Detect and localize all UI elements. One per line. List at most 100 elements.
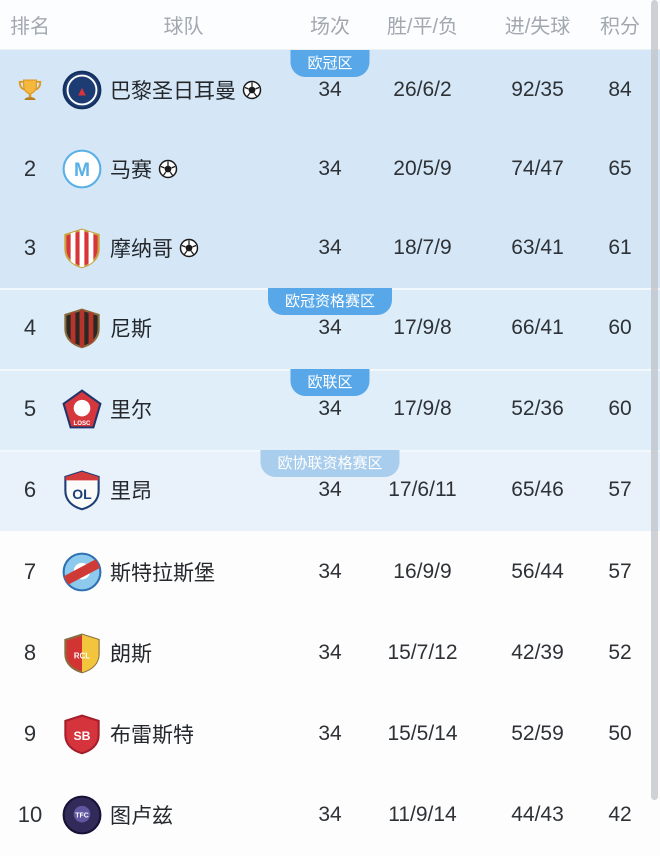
rank-cell: 8 bbox=[23, 639, 37, 665]
matches-played: 34 bbox=[318, 722, 342, 746]
soccer-ball-icon bbox=[179, 239, 199, 258]
table-row[interactable]: 10 TFC 图卢兹 34 11/9/14 44/43 42 bbox=[0, 775, 660, 856]
table-row[interactable]: 3 摩纳哥 34 18/7/9 63/41 61 bbox=[0, 209, 660, 288]
team-name: 朗斯 bbox=[110, 642, 152, 666]
points: 61 bbox=[608, 236, 632, 260]
table-header: 排名 球队 场次 胜/平/负 进/失球 积分 bbox=[0, 0, 660, 50]
team-name-cell: 朗斯 bbox=[104, 638, 295, 668]
matches-played: 34 bbox=[318, 478, 342, 502]
header-team: 球队 bbox=[163, 16, 204, 38]
team-logo-cell: ▲ bbox=[60, 69, 104, 111]
table-row[interactable]: 4 尼斯 34 17/9/8 66/41 60 bbox=[0, 288, 660, 369]
team-logo-cell bbox=[60, 307, 104, 349]
table-row[interactable]: 6 OL 里昂 34 17/6/11 65/46 57 bbox=[0, 450, 660, 531]
logo-monaco-icon bbox=[64, 228, 100, 269]
win-draw-loss: 15/7/12 bbox=[387, 640, 458, 664]
team-name-cell: 里昂 bbox=[104, 475, 295, 505]
zone-badge-champions-league: 欧冠区 bbox=[290, 50, 370, 77]
points: 57 bbox=[608, 559, 632, 583]
matches-played: 34 bbox=[318, 640, 342, 664]
win-draw-loss: 17/9/8 bbox=[393, 316, 452, 340]
points: 60 bbox=[608, 397, 632, 421]
win-draw-loss: 17/9/8 bbox=[393, 397, 452, 421]
scrollbar-thumb[interactable] bbox=[651, 0, 658, 800]
logo-lyon-icon: OL bbox=[64, 471, 100, 511]
logo-marseille-icon: M bbox=[62, 149, 102, 189]
win-draw-loss: 18/7/9 bbox=[393, 236, 452, 260]
logo-brest-icon: SB bbox=[64, 714, 100, 755]
win-draw-loss: 16/9/9 bbox=[393, 559, 452, 583]
standings-zones: 欧冠区 ▲ 巴黎圣日耳曼 34 26/6/2 92/35 84 2 M 马赛 bbox=[0, 50, 660, 856]
team-name: 里昂 bbox=[110, 480, 152, 504]
goals-for-against: 65/46 bbox=[511, 478, 564, 502]
svg-text:M: M bbox=[74, 160, 90, 181]
team-logo-cell: OL bbox=[60, 469, 104, 511]
logo-psg-icon: ▲ bbox=[62, 70, 102, 110]
team-name: 图卢兹 bbox=[110, 805, 173, 829]
points: 84 bbox=[608, 77, 632, 101]
team-logo-cell: LOSC bbox=[60, 388, 104, 430]
win-draw-loss: 26/6/2 bbox=[393, 77, 452, 101]
rank-cell: 5 bbox=[23, 396, 37, 422]
goals-for-against: 74/47 bbox=[511, 156, 564, 180]
team-name-cell: 图卢兹 bbox=[104, 800, 295, 830]
logo-lens-icon: RCL bbox=[64, 633, 100, 674]
team-name: 里尔 bbox=[110, 399, 152, 423]
win-draw-loss: 20/5/9 bbox=[393, 156, 452, 180]
team-name-cell: 巴黎圣日耳曼 bbox=[104, 75, 295, 105]
svg-text:TFC: TFC bbox=[75, 813, 89, 820]
points: 60 bbox=[608, 316, 632, 340]
svg-text:OL: OL bbox=[72, 486, 92, 502]
matches-played: 34 bbox=[318, 156, 342, 180]
table-row[interactable]: 8 RCL 朗斯 34 15/7/12 42/39 52 bbox=[0, 612, 660, 693]
team-name: 马赛 bbox=[110, 158, 152, 182]
goals-for-against: 52/59 bbox=[511, 722, 564, 746]
table-row[interactable]: 2 M 马赛 34 20/5/9 74/47 65 bbox=[0, 129, 660, 208]
table-row[interactable]: 5 LOSC 里尔 34 17/9/8 52/36 60 bbox=[0, 369, 660, 450]
header-rank: 排名 bbox=[10, 16, 50, 38]
rank-cell bbox=[0, 76, 60, 104]
rank-cell: 4 bbox=[23, 315, 37, 341]
team-logo-cell: RCL bbox=[60, 632, 104, 674]
table-row[interactable]: ▲ 巴黎圣日耳曼 34 26/6/2 92/35 84 bbox=[0, 50, 660, 129]
win-draw-loss: 17/6/11 bbox=[388, 478, 457, 502]
goals-for-against: 63/41 bbox=[511, 236, 564, 260]
team-logo-cell: SB bbox=[60, 713, 104, 755]
matches-played: 34 bbox=[318, 316, 342, 340]
soccer-ball-icon bbox=[242, 80, 262, 99]
team-name: 巴黎圣日耳曼 bbox=[110, 79, 236, 103]
team-name-cell: 里尔 bbox=[104, 394, 295, 424]
matches-played: 34 bbox=[318, 236, 342, 260]
zone-europa-league: 欧联区 5 LOSC 里尔 34 17/9/8 52/36 60 bbox=[0, 368, 660, 450]
table-row[interactable]: 7 斯特拉斯堡 34 16/9/9 56/44 57 bbox=[0, 531, 660, 612]
zone-mid-table: 7 斯特拉斯堡 34 16/9/9 56/44 57 8 RCL 朗斯 34 1… bbox=[0, 530, 660, 856]
points: 42 bbox=[608, 803, 632, 827]
win-draw-loss: 11/9/14 bbox=[388, 803, 457, 827]
header-played: 场次 bbox=[310, 16, 350, 38]
team-name: 摩纳哥 bbox=[110, 238, 173, 262]
logo-strasbourg-icon bbox=[62, 552, 102, 592]
rank-cell: 6 bbox=[23, 477, 37, 503]
matches-played: 34 bbox=[318, 397, 342, 421]
team-logo-cell: TFC bbox=[60, 794, 104, 836]
zone-champions-league: 欧冠区 ▲ 巴黎圣日耳曼 34 26/6/2 92/35 84 2 M 马赛 bbox=[0, 50, 660, 288]
team-name: 布雷斯特 bbox=[110, 724, 194, 748]
header-goals: 进/失球 bbox=[504, 16, 571, 38]
rank-cell: 3 bbox=[23, 235, 37, 261]
team-name-cell: 斯特拉斯堡 bbox=[104, 557, 295, 587]
team-logo-cell: M bbox=[60, 148, 104, 190]
logo-lille-icon: LOSC bbox=[62, 389, 102, 429]
goals-for-against: 42/39 bbox=[511, 640, 564, 664]
zone-cl-qualification: 欧冠资格赛区 4 尼斯 34 17/9/8 66/41 60 bbox=[0, 287, 660, 369]
points: 50 bbox=[608, 722, 632, 746]
matches-played: 34 bbox=[318, 77, 342, 101]
rank-cell: 2 bbox=[23, 155, 37, 181]
header-points: 积分 bbox=[600, 16, 640, 38]
table-row[interactable]: 9 SB 布雷斯特 34 15/5/14 52/59 50 bbox=[0, 693, 660, 774]
team-name: 斯特拉斯堡 bbox=[110, 561, 215, 585]
goals-for-against: 66/41 bbox=[511, 316, 564, 340]
goals-for-against: 56/44 bbox=[511, 559, 564, 583]
zone-badge-europa-league: 欧联区 bbox=[290, 368, 370, 396]
logo-toulouse-icon: TFC bbox=[62, 795, 102, 835]
